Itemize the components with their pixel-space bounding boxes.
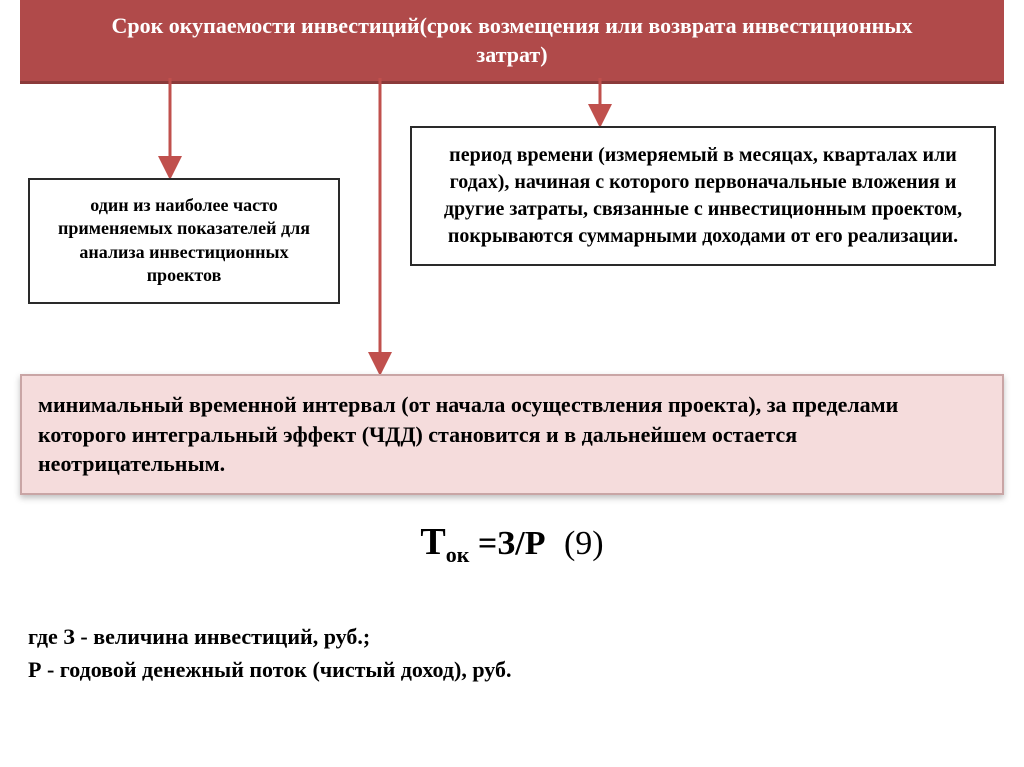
arrow-left: [150, 78, 190, 180]
definition-box-right: период времени (измеряемый в месяцах, кв…: [410, 126, 996, 266]
formula: Ток =З/Р (9): [0, 520, 1024, 568]
definition-box-left: один из наиболее часто применяемых показ…: [28, 178, 340, 304]
formula-subscript: ок: [446, 542, 470, 567]
formula-eqnum: (9): [564, 525, 604, 562]
formula-legend: где З - величина инвестиций, руб.; Р - г…: [28, 620, 996, 686]
legend-line-1: где З - величина инвестиций, руб.;: [28, 620, 996, 653]
formula-symbol: Т: [420, 521, 445, 563]
legend-line-2: Р - годовой денежный поток (чистый доход…: [28, 653, 996, 686]
arrow-right: [580, 78, 620, 128]
arrow-middle: [360, 78, 400, 376]
header-title: Срок окупаемости инвестиций(срок возмеще…: [20, 0, 1004, 84]
definition-box-bottom: минимальный временной интервал (от начал…: [20, 374, 1004, 495]
formula-rhs: =З/Р: [478, 525, 546, 562]
